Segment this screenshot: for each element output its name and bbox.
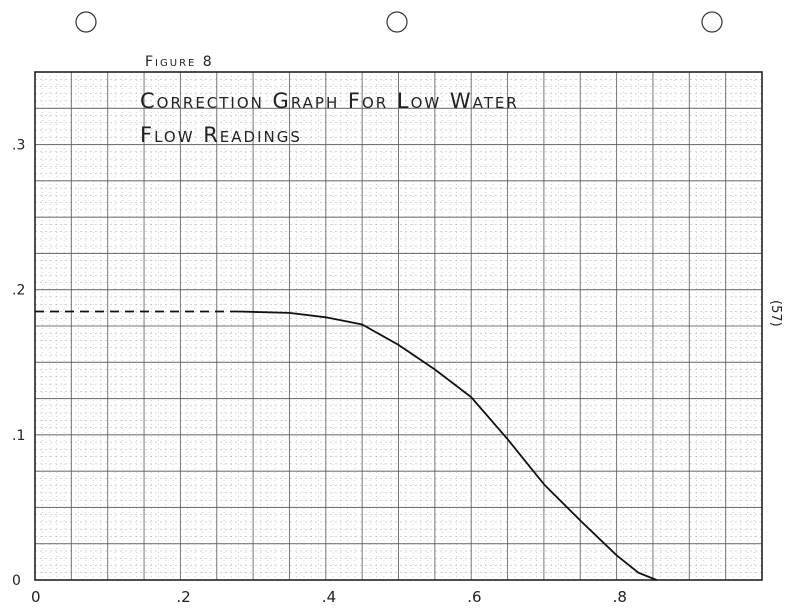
punch-hole — [75, 11, 97, 33]
y-tick-label: 0 — [12, 573, 21, 589]
punch-hole — [701, 11, 723, 33]
x-tick-label: .2 — [176, 588, 190, 606]
punch-holes — [75, 11, 723, 33]
series-line-solid — [238, 310, 657, 581]
figure-label: Figure 8 — [145, 54, 214, 70]
x-tick-label: 0 — [31, 588, 41, 606]
y-tick-label: .2 — [12, 283, 25, 299]
punch-hole — [386, 11, 408, 33]
y-tick-label: .1 — [12, 428, 25, 444]
plot-border — [34, 71, 763, 581]
grid — [34, 71, 763, 581]
page-number: (57) — [768, 300, 783, 327]
x-tick-label: .8 — [613, 588, 627, 606]
y-tick-label: .3 — [12, 138, 25, 154]
chart-title-line-2: Flow Readings — [140, 123, 302, 147]
x-tick-label: .4 — [322, 588, 336, 606]
x-tick-label: .6 — [467, 588, 481, 606]
chart-title-line-1: Correction Graph For Low Water — [140, 89, 519, 113]
series — [35, 310, 657, 581]
tick-labels: 0 .2 .4 .6 .8 0 .1 .2 .3 — [12, 138, 627, 606]
